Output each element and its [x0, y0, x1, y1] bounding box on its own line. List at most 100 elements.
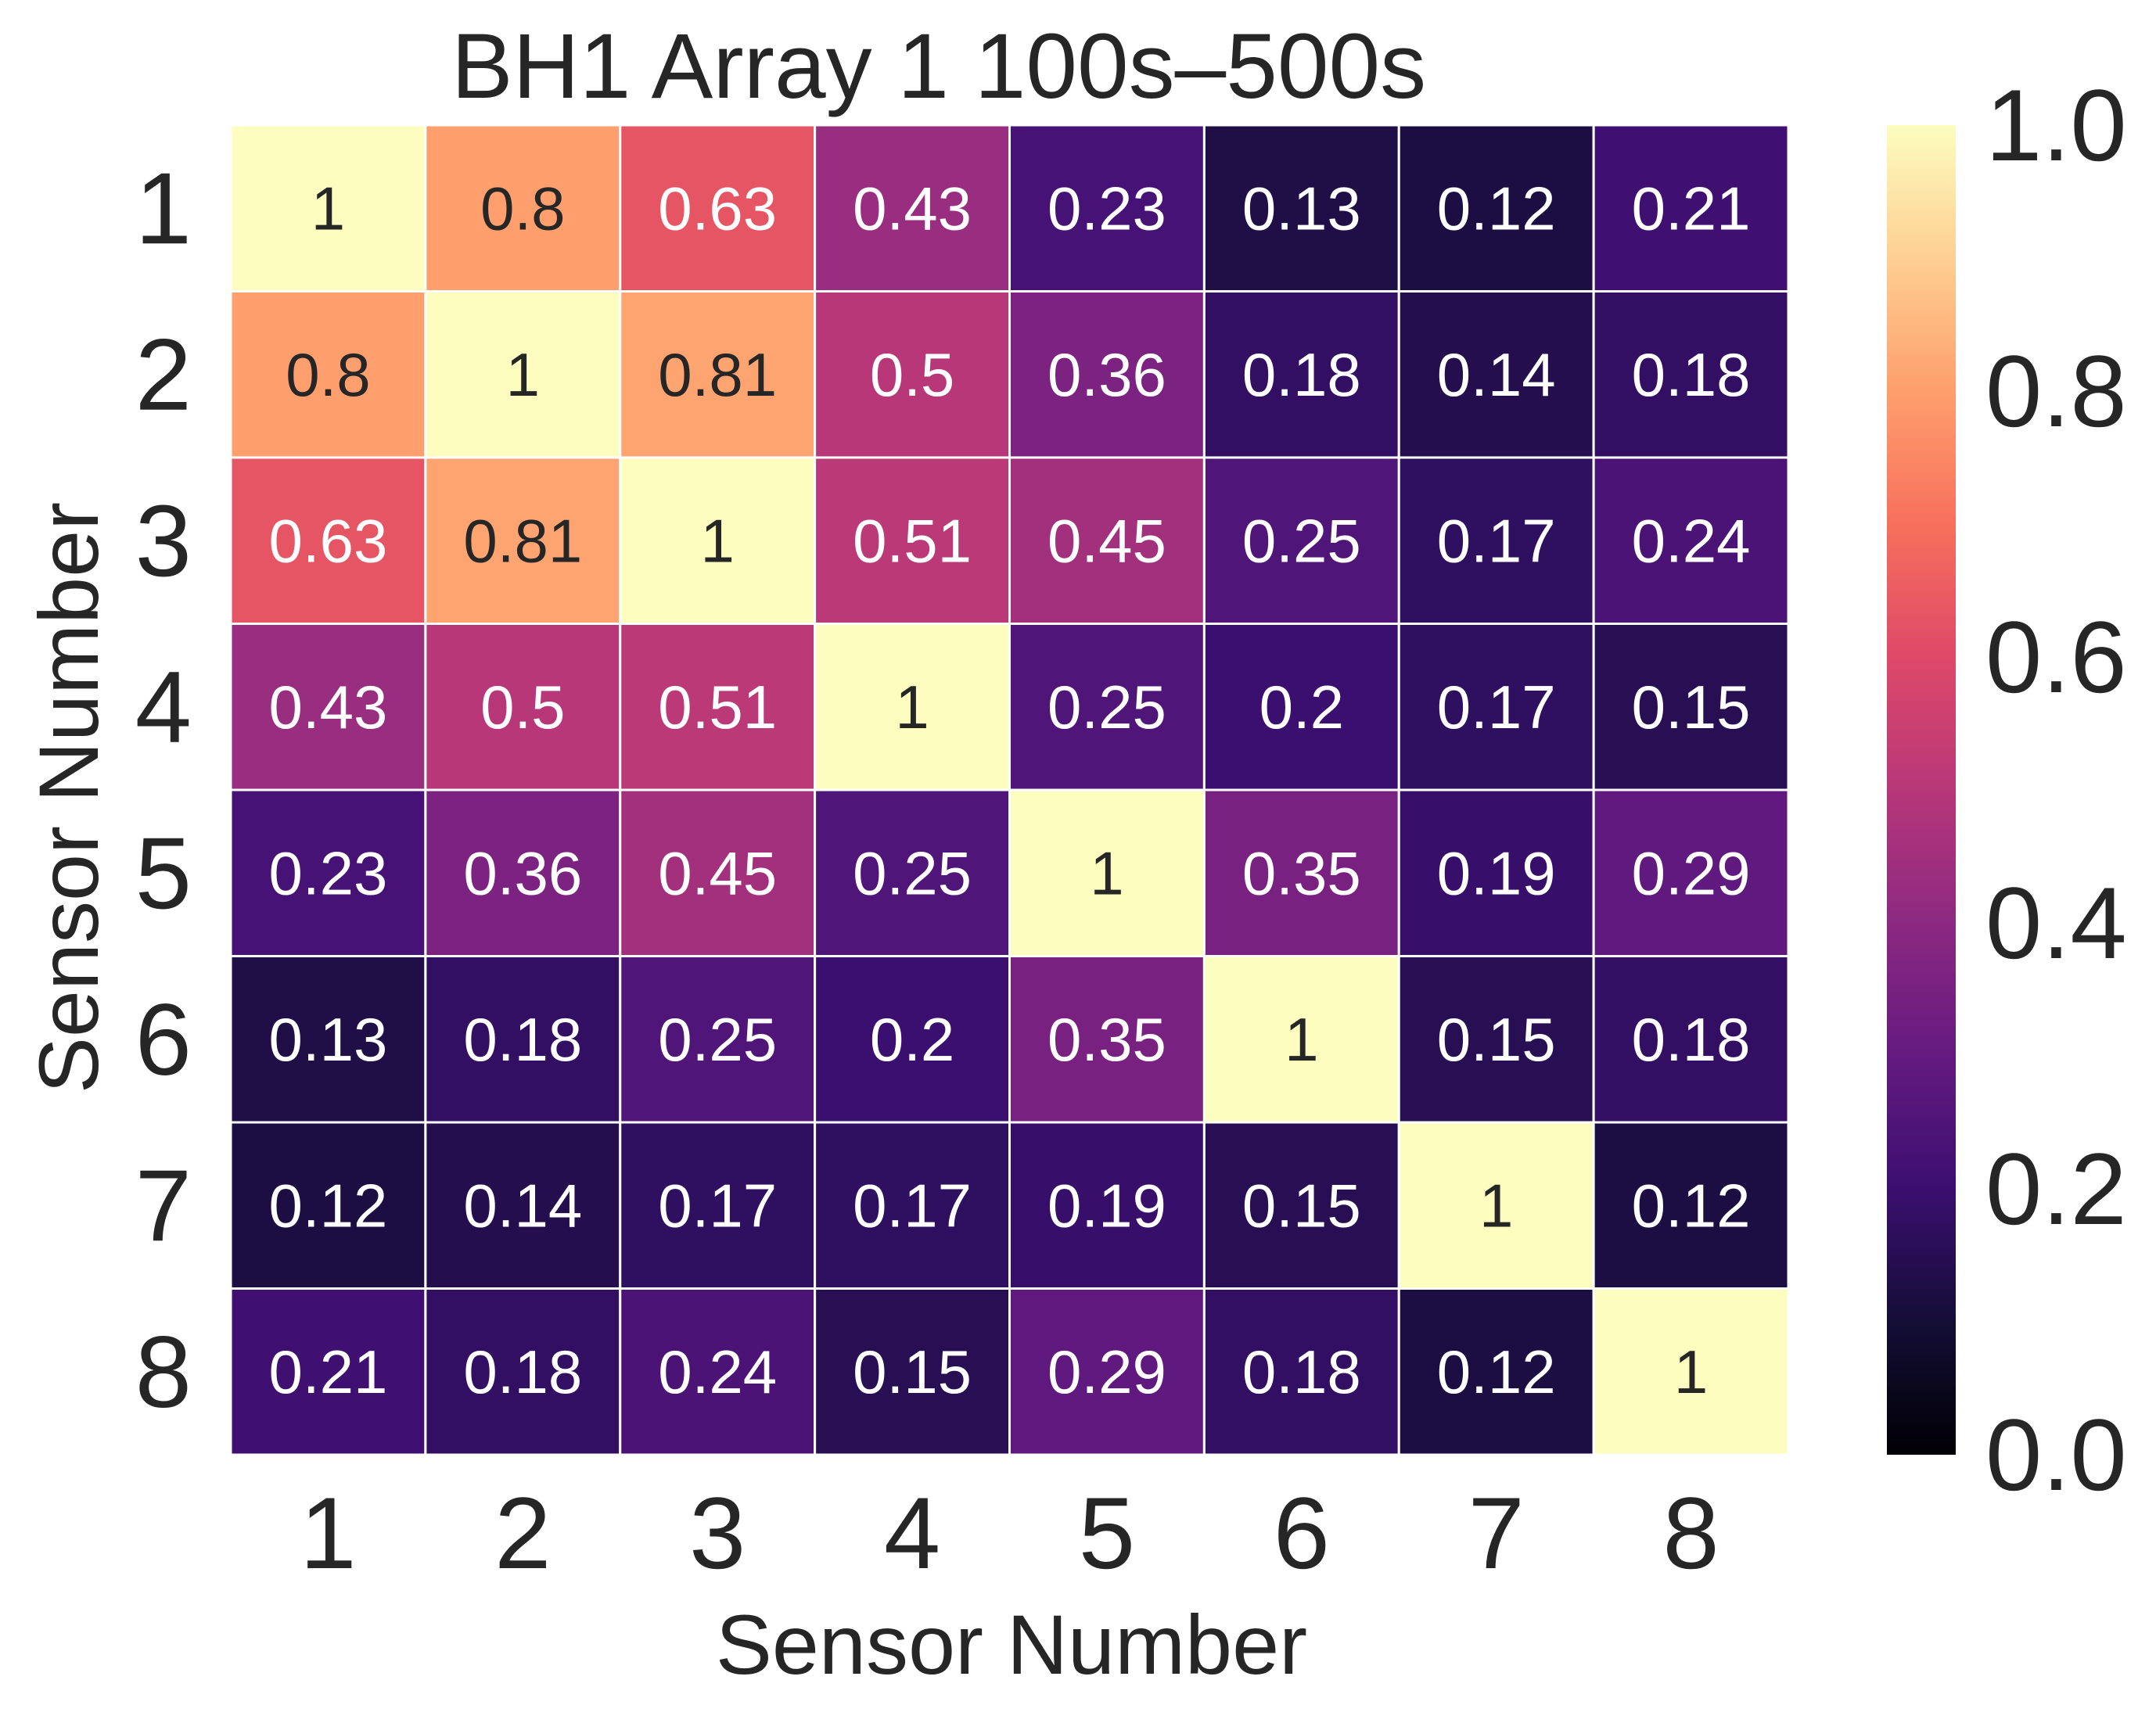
heatmap-cell-r3-c6 [1202, 456, 1400, 625]
heatmap-cell-r1-c3 [619, 124, 817, 293]
heatmap-cell-label-r7-c7: 1 [1479, 1171, 1513, 1240]
chart-title: BH1 Array 1 100s–500s [451, 15, 1426, 118]
y-tick-label-8: 8 [135, 1315, 192, 1429]
heatmap-cell-label-r7-c1: 0.12 [269, 1171, 388, 1240]
heatmap-cell-r1-c1 [229, 124, 427, 293]
heatmap-cell-r7-c1 [229, 1121, 427, 1290]
heatmap-cell-r3-c5 [1008, 456, 1206, 625]
heatmap-cell-r5-c4 [814, 788, 1011, 957]
heatmap-cell-label-r2-c8: 0.18 [1632, 340, 1751, 409]
heatmap-cell-label-r5-c4: 0.25 [853, 838, 972, 907]
heatmap-cell-r3-c8 [1592, 456, 1790, 625]
heatmap-cell-label-r4-c6: 0.2 [1259, 673, 1344, 741]
x-axis-tick-labels: 1 2 3 4 5 6 7 8 [300, 1476, 1719, 1590]
heatmap-cell-r8-c4 [814, 1287, 1011, 1456]
colorbar-tick-label-0.6: 0.6 [1985, 600, 2127, 714]
colorbar-tick-label-0.2: 0.2 [1985, 1132, 2127, 1246]
x-axis-label: Sensor Number [716, 1597, 1307, 1692]
heatmap-cell-label-r5-c8: 0.29 [1632, 838, 1751, 907]
heatmap-cell-r6-c6 [1202, 955, 1400, 1124]
heatmap-cell-label-r1-c2: 0.8 [480, 174, 565, 242]
heatmap-cell-r3-c2 [424, 456, 622, 625]
heatmap-cell-label-r2-c7: 0.14 [1437, 340, 1556, 409]
heatmap-cell-label-r4-c7: 0.17 [1437, 673, 1556, 741]
heatmap-cell-label-r2-c1: 0.8 [286, 340, 370, 409]
heatmap-cell-label-r6-c3: 0.25 [658, 1005, 777, 1074]
heatmap-cell-label-r1-c6: 0.13 [1242, 174, 1361, 242]
x-tick-label-7: 7 [1468, 1476, 1525, 1590]
colorbar-tick-label-0.4: 0.4 [1985, 866, 2127, 980]
heatmap-cell-label-r5-c2: 0.36 [463, 838, 582, 907]
heatmap-cell-label-r6-c5: 0.35 [1047, 1005, 1166, 1074]
heatmap-cell-label-r5-c7: 0.19 [1437, 838, 1556, 907]
heatmap-cell-r2-c4 [814, 290, 1011, 459]
heatmap-cell-r7-c3 [619, 1121, 817, 1290]
heatmap-cell-r2-c8 [1592, 290, 1790, 459]
y-tick-label-3: 3 [135, 483, 192, 598]
heatmap-cell-label-r8-c6: 0.18 [1242, 1337, 1361, 1406]
x-tick-label-1: 1 [300, 1476, 356, 1590]
y-axis-tick-labels: 1 2 3 4 5 6 7 8 [135, 151, 192, 1429]
heatmap-cell-label-r6-c8: 0.18 [1632, 1005, 1751, 1074]
heatmap-cell-r2-c7 [1397, 290, 1595, 459]
heatmap-cell-r6-c2 [424, 955, 622, 1124]
x-tick-label-3: 3 [689, 1476, 746, 1590]
heatmap-cell-r3-c4 [814, 456, 1011, 625]
x-tick-label-5: 5 [1079, 1476, 1135, 1590]
heatmap-cell-label-r1-c1: 1 [311, 174, 345, 242]
heatmap-cell-label-r8-c5: 0.29 [1047, 1337, 1166, 1406]
heatmap-cell-r5-c7 [1397, 788, 1595, 957]
colorbar [1887, 125, 1956, 1455]
heatmap-cell-r8-c8 [1592, 1287, 1790, 1456]
heatmap-cell-r7-c6 [1202, 1121, 1400, 1290]
y-tick-label-4: 4 [135, 650, 192, 764]
heatmap-cell-label-r3-c3: 1 [700, 506, 734, 575]
heatmap-cell-label-r4-c8: 0.15 [1632, 673, 1751, 741]
heatmap-cell-label-r3-c8: 0.24 [1632, 506, 1751, 575]
heatmap-cell-label-r3-c5: 0.45 [1047, 506, 1166, 575]
heatmap-cell-r6-c3 [619, 955, 817, 1124]
heatmap-cell-r6-c4 [814, 955, 1011, 1124]
heatmap-cell-label-r1-c7: 0.12 [1437, 174, 1556, 242]
heatmap-cell-r1-c8 [1592, 124, 1790, 293]
heatmap-cell-label-r1-c8: 0.21 [1632, 174, 1751, 242]
heatmap-cell-r7-c8 [1592, 1121, 1790, 1290]
heatmap-cells [229, 124, 1790, 1456]
heatmap-cell-r8-c6 [1202, 1287, 1400, 1456]
heatmap-cell-label-r8-c3: 0.24 [658, 1337, 777, 1406]
heatmap-cell-label-r6-c7: 0.15 [1437, 1005, 1556, 1074]
heatmap-cell-labels: 1 0.8 0.63 0.43 0.23 0.13 0.12 0.210.8 1 0.81 0.5 0… [269, 174, 1751, 1406]
heatmap-cell-label-r6-c4: 0.2 [870, 1005, 954, 1074]
heatmap-cell-r3-c1 [229, 456, 427, 625]
heatmap-cell-label-r6-c1: 0.13 [269, 1005, 388, 1074]
heatmap-cell-r8-c1 [229, 1287, 427, 1456]
heatmap-cell-label-r8-c4: 0.15 [853, 1337, 972, 1406]
heatmap-cell-label-r8-c8: 1 [1674, 1337, 1708, 1406]
heatmap-cell-label-r5-c6: 0.35 [1242, 838, 1361, 907]
heatmap-cell-label-r4-c4: 1 [895, 673, 929, 741]
heatmap-cell-label-r7-c4: 0.17 [853, 1171, 972, 1240]
heatmap-cell-r3-c7 [1397, 456, 1595, 625]
colorbar-tick-labels: 0.0 0.2 0.4 0.6 0.8 1.0 [1985, 68, 2127, 1512]
x-tick-label-4: 4 [884, 1476, 940, 1590]
heatmap-cell-label-r2-c4: 0.5 [870, 340, 954, 409]
heatmap-cell-label-r4-c1: 0.43 [269, 673, 388, 741]
heatmap-cell-label-r4-c2: 0.5 [480, 673, 565, 741]
heatmap-cell-r8-c2 [424, 1287, 622, 1456]
heatmap-cell-label-r5-c1: 0.23 [269, 838, 388, 907]
colorbar-tick-label-0.0: 0.0 [1985, 1398, 2127, 1512]
heatmap-cell-label-r3-c2: 0.81 [463, 506, 582, 575]
x-tick-label-2: 2 [494, 1476, 551, 1590]
heatmap-cell-r8-c3 [619, 1287, 817, 1456]
heatmap-cell-label-r2-c3: 0.81 [658, 340, 777, 409]
heatmap-cell-label-r8-c2: 0.18 [463, 1337, 582, 1406]
heatmap-cell-r7-c7 [1397, 1121, 1595, 1290]
heatmap-cell-r4-c1 [229, 623, 427, 792]
heatmap-cell-r5-c8 [1592, 788, 1790, 957]
y-tick-label-5: 5 [135, 816, 192, 930]
y-tick-label-6: 6 [135, 982, 192, 1097]
y-axis-label: Sensor Number [21, 502, 116, 1093]
y-tick-label-7: 7 [135, 1148, 192, 1262]
